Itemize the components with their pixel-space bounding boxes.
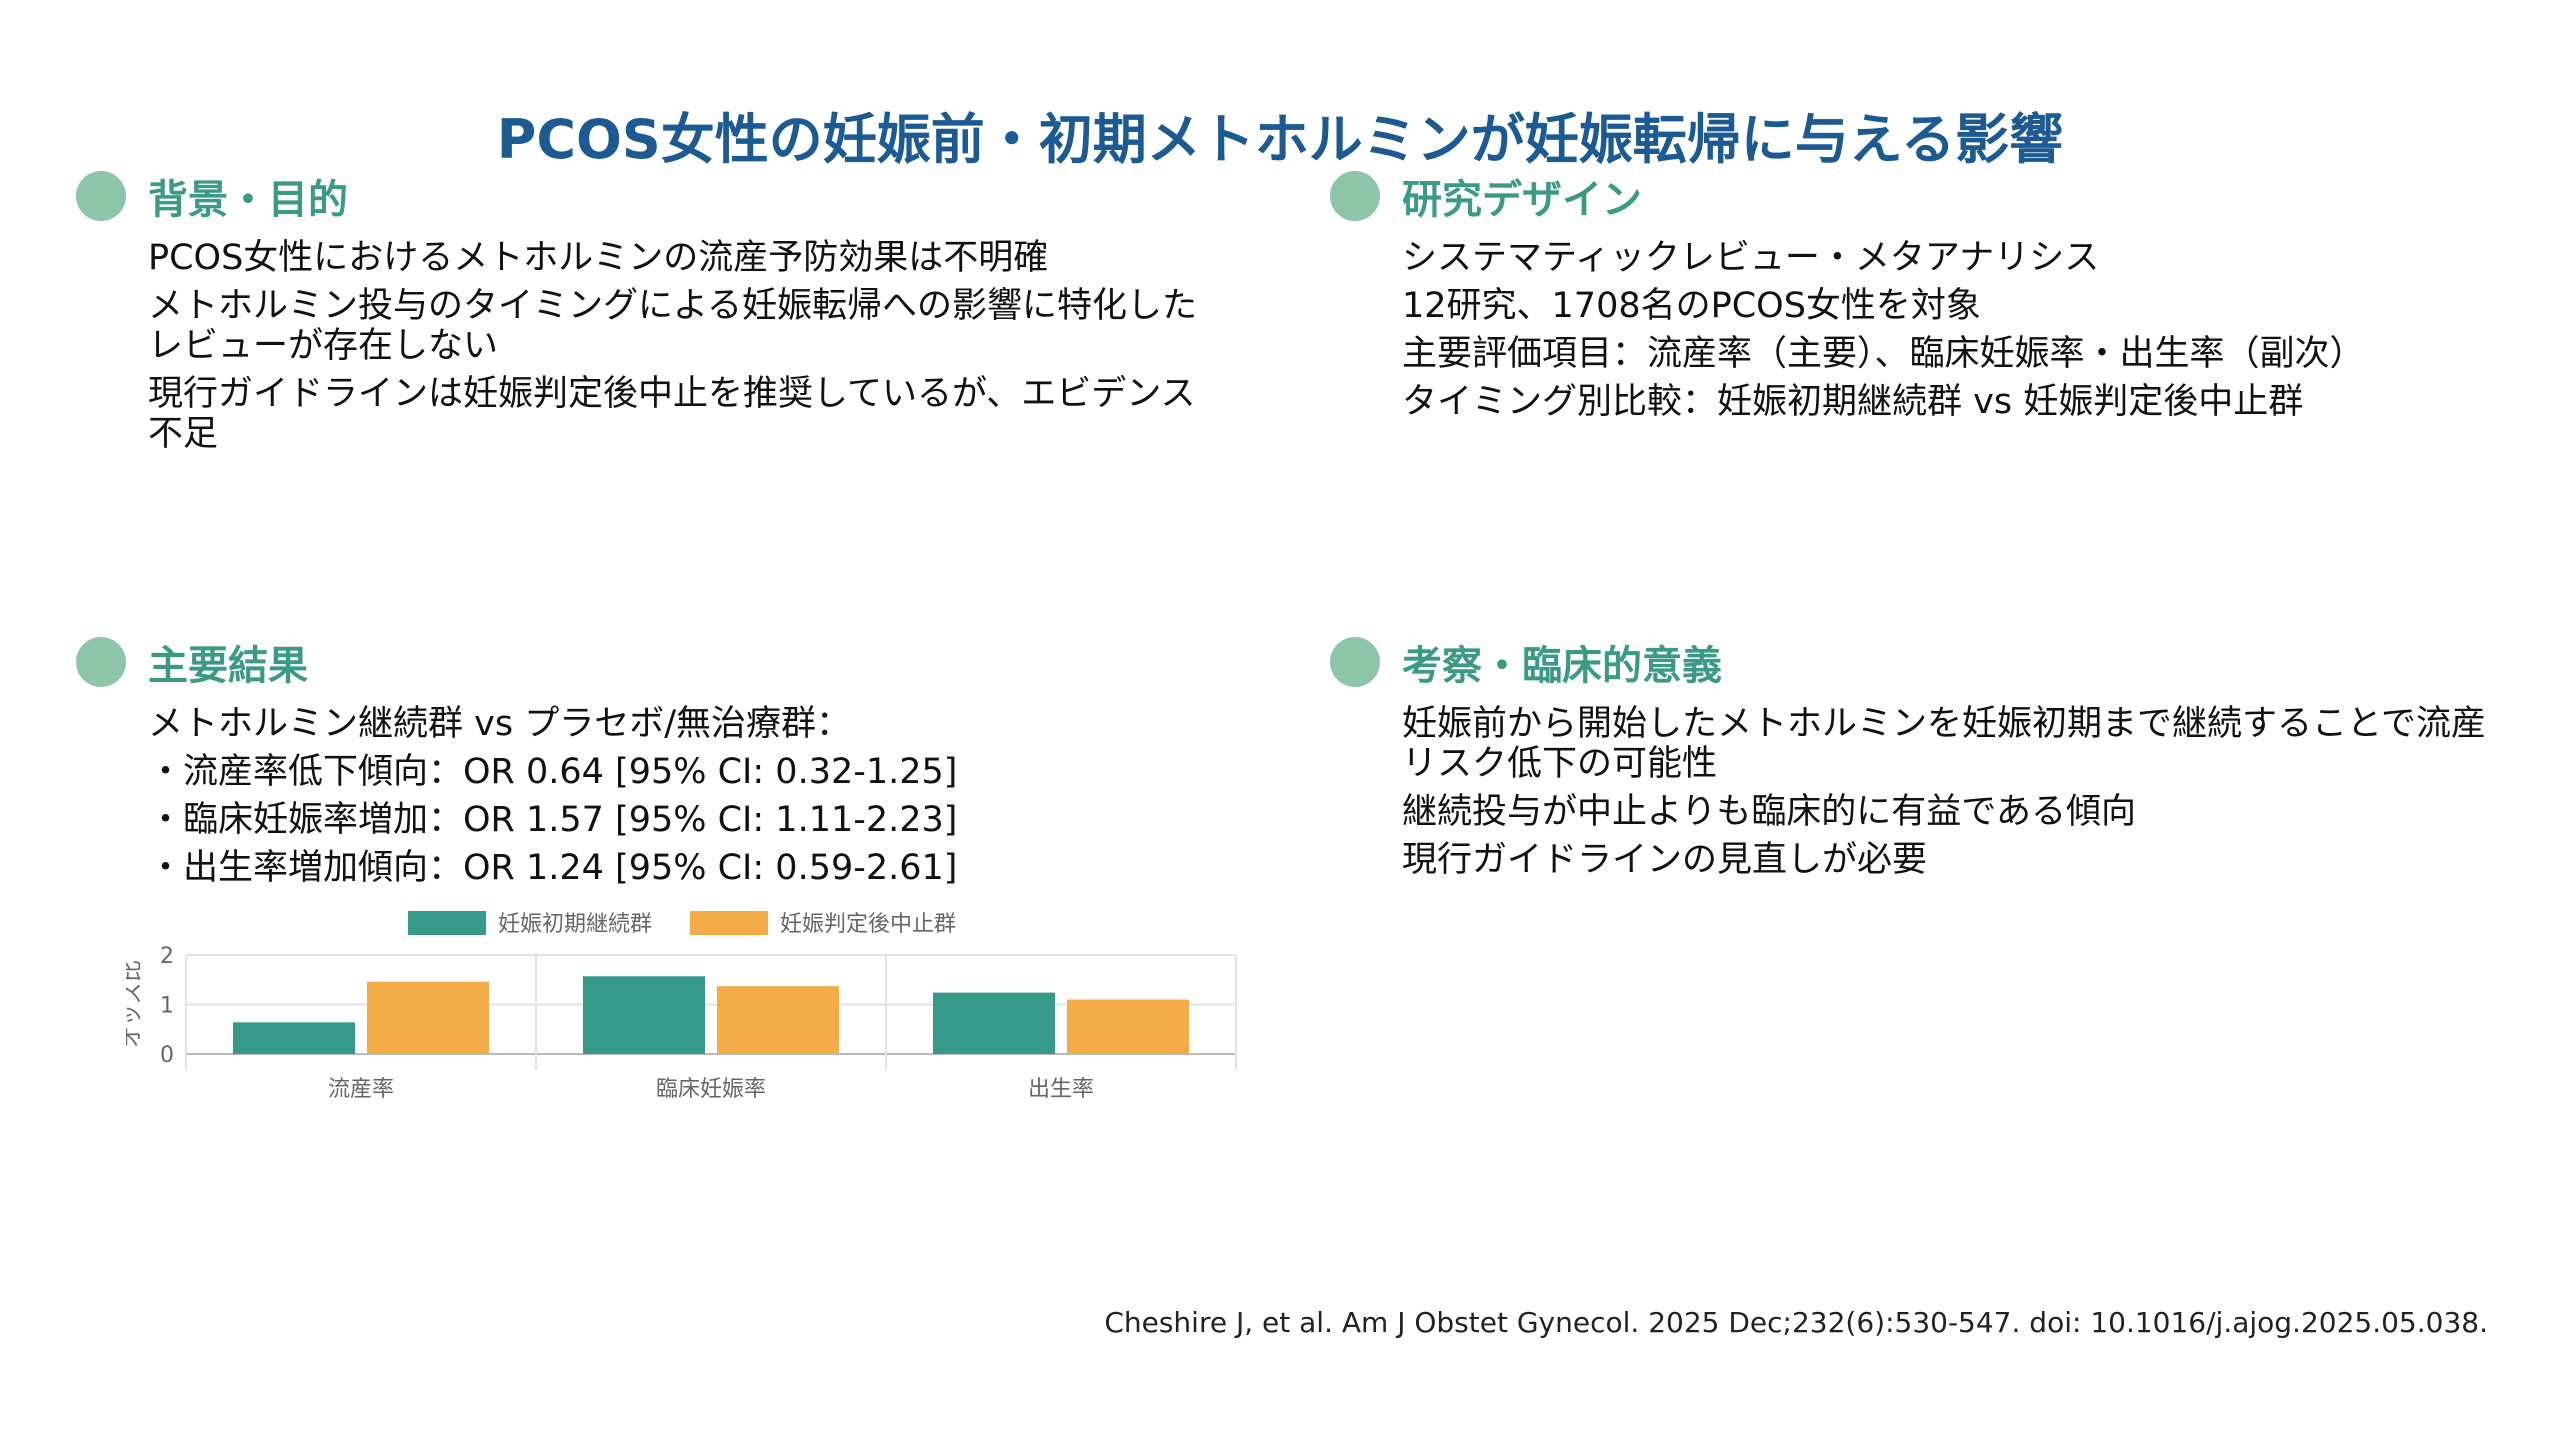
bar (717, 986, 839, 1054)
bullet-circle-icon (1330, 637, 1380, 687)
text-line: 主要評価項目：流産率（主要）、臨床妊娠率・出生率（副次） (1402, 334, 2365, 374)
citation: Cheshire J, et al. Am J Obstet Gynecol. … (1104, 1306, 2488, 1339)
bar (367, 981, 489, 1054)
text-line: タイミング別比較：妊娠初期継続群 vs 妊娠判定後中止群 (1402, 382, 2304, 422)
text-line: メトホルミン継続群 vs プラセボ/無治療群： (148, 704, 851, 744)
text-line: 継続投与が中止よりも臨床的に有益である傾向 (1402, 792, 2136, 832)
x-tick-label: 流産率 (328, 1077, 394, 1102)
legend-label: 妊娠判定後中止群 (780, 912, 956, 937)
x-tick-label: 臨床妊娠率 (656, 1077, 766, 1102)
text-line: メトホルミン投与のタイミングによる妊娠転帰への影響に特化したレビューが存在しない (148, 286, 1197, 366)
y-tick-label: 0 (160, 1043, 174, 1068)
bullet-circle-icon (76, 171, 126, 221)
bullet-circle-icon (1330, 171, 1380, 221)
text-line: 12研究、1708名のPCOS女性を対象 (1402, 286, 1981, 326)
bar (1067, 999, 1189, 1054)
section-discussion: 考察・臨床的意義 妊娠前から開始したメトホルミンを妊娠初期まで継続することで流産… (1330, 634, 2500, 888)
section-design: 研究デザイン システマティックレビュー・メタアナリシス 12研究、1708名のP… (1330, 168, 2460, 430)
bar (233, 1022, 355, 1054)
bar (933, 992, 1055, 1054)
text-line: 現行ガイドラインは妊娠判定後中止を推奨しているが、エビデンス不足 (148, 374, 1196, 454)
text-line: 妊娠前から開始したメトホルミンを妊娠初期まで継続することで流産リスク低下の可能性 (1402, 704, 2486, 784)
legend-label: 妊娠初期継続群 (498, 912, 652, 937)
section-results: 主要結果 メトホルミン継続群 vs プラセボ/無治療群： ・流産率低下傾向：OR… (76, 634, 1206, 896)
text-line: ・流産率低下傾向：OR 0.64 [95% CI: 0.32-1.25] (148, 752, 958, 792)
section-heading: 考察・臨床的意義 (1402, 643, 1722, 689)
text-line: PCOS女性におけるメトホルミンの流産予防効果は不明確 (148, 238, 1049, 278)
section-heading: 背景・目的 (148, 177, 348, 223)
bullet-circle-icon (76, 637, 126, 687)
y-axis-label: オッズ比 (126, 960, 145, 1048)
section-heading: 主要結果 (148, 643, 308, 689)
legend-swatch (690, 911, 768, 935)
odds-ratio-bar-chart: 妊娠初期継続群 妊娠判定後中止群 0 1 2 オッズ比流産率 臨床妊娠率 出生率 (120, 896, 1250, 1120)
page-title: PCOS女性の妊娠前・初期メトホルミンが妊娠転帰に与える影響 (496, 108, 2064, 171)
y-tick-label: 1 (160, 994, 174, 1019)
text-line: ・臨床妊娠率増加：OR 1.57 [95% CI: 1.11-2.23] (148, 800, 958, 840)
text-line: ・出生率増加傾向：OR 1.24 [95% CI: 0.59-2.61] (148, 848, 958, 888)
section-heading: 研究デザイン (1402, 177, 1642, 223)
bar (583, 976, 705, 1054)
text-line: 現行ガイドラインの見直しが必要 (1402, 840, 1928, 880)
x-tick-label: 出生率 (1028, 1077, 1094, 1102)
section-background: 背景・目的 PCOS女性におけるメトホルミンの流産予防効果は不明確 メトホルミン… (76, 168, 1206, 462)
text-line: システマティックレビュー・メタアナリシス (1402, 238, 2100, 278)
legend-swatch (408, 911, 486, 935)
y-tick-label: 2 (160, 944, 174, 969)
